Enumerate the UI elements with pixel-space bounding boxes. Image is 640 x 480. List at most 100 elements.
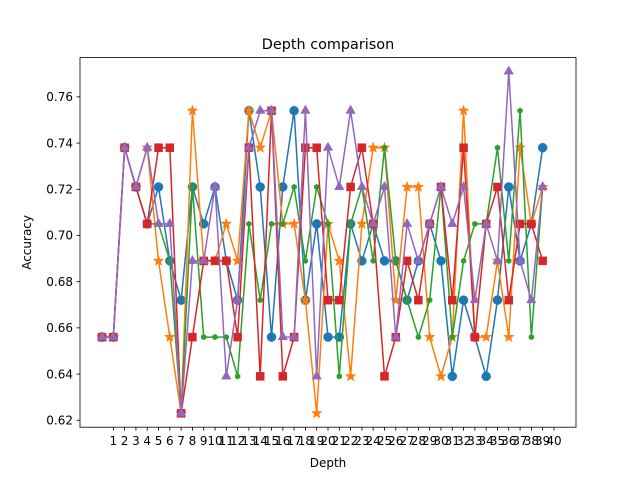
series-5-point xyxy=(447,217,458,227)
series-5-point xyxy=(255,104,266,114)
series-5-point xyxy=(458,180,469,190)
series-1-point xyxy=(379,256,390,266)
y-tick-label: 0.76 xyxy=(46,90,73,104)
series-4-point xyxy=(470,332,480,342)
x-tick-label: 4 xyxy=(143,434,151,448)
chart-title: Depth comparison xyxy=(262,37,394,53)
series-2-point xyxy=(299,293,312,306)
series-3-point xyxy=(325,220,331,228)
y-axis-label: Accuracy xyxy=(20,215,34,270)
series-5 xyxy=(96,65,548,417)
series-5-point xyxy=(130,180,142,190)
y-tick-label: 0.70 xyxy=(46,229,73,243)
series-3-point xyxy=(291,183,297,191)
x-tick-label: 34 xyxy=(479,434,494,448)
series-1-point xyxy=(458,295,469,305)
series-4-point xyxy=(538,256,547,266)
series-1-point xyxy=(447,371,458,382)
series-2-point xyxy=(435,370,447,382)
series-5-point xyxy=(198,254,209,264)
series-5-point xyxy=(537,180,548,190)
series-3-point xyxy=(347,220,354,228)
series-2-point xyxy=(344,370,357,382)
series-4-point xyxy=(323,295,333,305)
series-5-point xyxy=(514,254,526,264)
x-tick-label: 22 xyxy=(343,434,358,448)
series-3-point xyxy=(234,373,241,380)
series-5-point xyxy=(187,254,198,264)
series-2-point xyxy=(480,330,493,343)
series-5-point xyxy=(334,180,345,190)
series-3-point xyxy=(189,183,196,191)
series-3-point xyxy=(449,334,455,341)
series-5-point xyxy=(435,180,447,190)
series-3-point xyxy=(494,144,501,151)
x-tick-label: 32 xyxy=(456,434,471,448)
y-tick-label: 0.62 xyxy=(46,413,73,427)
x-tick-label: 27 xyxy=(399,434,414,448)
series-1-point xyxy=(323,332,333,342)
series-5-point xyxy=(119,141,130,151)
series-5-point xyxy=(401,217,413,227)
series-2-line xyxy=(102,109,544,415)
series-2-point xyxy=(186,104,199,116)
series-2-point xyxy=(367,141,380,153)
x-tick-label: 6 xyxy=(166,434,174,448)
series-5-point xyxy=(367,217,379,227)
series-2-point xyxy=(242,104,255,116)
x-tick-label: 2 xyxy=(121,434,129,448)
series-5-point xyxy=(322,141,334,151)
series-5-point xyxy=(277,331,289,341)
series-3-point xyxy=(415,334,422,341)
series-3-point xyxy=(246,220,252,228)
x-tick-label: 29 xyxy=(422,434,437,448)
y-tick-label: 0.68 xyxy=(46,275,73,289)
series-4-point xyxy=(493,182,502,192)
x-tick-label: 30 xyxy=(433,434,448,448)
series-4-point xyxy=(527,219,536,229)
series-3-point xyxy=(302,257,309,264)
series-1-point xyxy=(153,182,164,192)
series-5-point xyxy=(232,294,243,304)
series-5-point xyxy=(209,180,221,190)
x-tick-label: 28 xyxy=(411,434,426,448)
x-tick-label: 15 xyxy=(264,434,279,448)
series-5-point xyxy=(379,180,390,190)
x-tick-label: 17 xyxy=(286,434,301,448)
series-2-point xyxy=(423,330,436,343)
series-5-point xyxy=(356,180,368,190)
y-tick-label: 0.74 xyxy=(46,136,73,150)
series-5-point xyxy=(164,217,176,227)
series-1-point xyxy=(481,371,491,382)
series-4-point xyxy=(448,295,457,305)
series-4-point xyxy=(233,332,242,342)
x-tick-label: 10 xyxy=(207,434,222,448)
series-4-point xyxy=(165,143,175,152)
series-layer xyxy=(96,65,549,419)
series-1-point xyxy=(492,295,503,305)
series-3-point xyxy=(370,257,376,264)
x-tick-label: 18 xyxy=(298,434,313,448)
series-2-point xyxy=(254,141,267,153)
x-tick-label: 24 xyxy=(366,434,381,448)
series-2-point xyxy=(514,141,526,153)
series-5-point xyxy=(413,254,424,264)
x-tick-label: 16 xyxy=(275,434,290,448)
x-tick-label: 39 xyxy=(535,434,550,448)
series-1-point xyxy=(311,219,322,229)
series-5-point xyxy=(243,141,255,151)
x-tick-label: 1 xyxy=(110,434,118,448)
series-3-point xyxy=(212,334,218,341)
series-5-point xyxy=(492,254,503,264)
series-1-point xyxy=(255,182,265,192)
series-5-point xyxy=(503,65,514,75)
series-3-point xyxy=(506,257,512,264)
series-5-point xyxy=(96,331,108,341)
series-4-point xyxy=(515,219,525,229)
x-tick-label: 14 xyxy=(253,434,268,448)
series-5-point xyxy=(311,370,322,380)
y-tick-label: 0.66 xyxy=(46,321,73,335)
x-tick-label: 38 xyxy=(524,434,539,448)
series-3-point xyxy=(427,297,433,304)
